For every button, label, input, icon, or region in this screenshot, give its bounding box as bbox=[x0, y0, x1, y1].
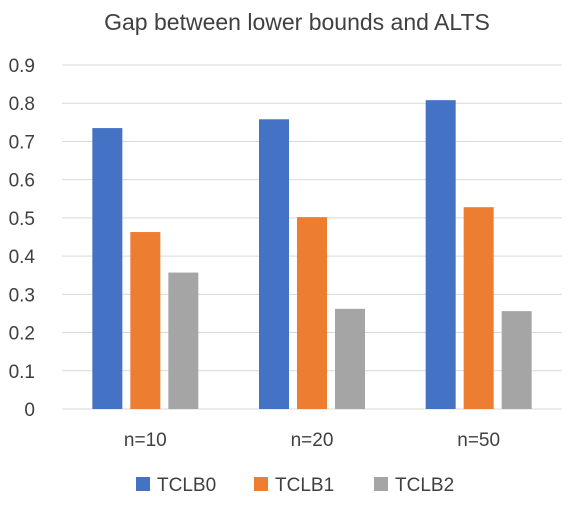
chart-title: Gap between lower bounds and ALTS bbox=[104, 9, 490, 35]
bar-tclb1-n10 bbox=[130, 232, 161, 409]
bar-tclb0-n20 bbox=[259, 119, 289, 409]
x-tick-label: n=10 bbox=[124, 430, 167, 451]
bar-tclb1-n20 bbox=[297, 217, 327, 409]
x-axis-tick-labels: n=10 n=20 n=50 bbox=[124, 430, 500, 451]
legend: TCLB0 TCLB1 TCLB2 bbox=[136, 475, 454, 496]
y-tick-label: 0.1 bbox=[9, 362, 35, 383]
x-tick-label: n=50 bbox=[457, 430, 500, 451]
y-tick-label: 0 bbox=[24, 400, 35, 421]
y-axis-tick-labels: 0 0.1 0.2 0.3 0.4 0.5 0.6 0.7 0.8 0.9 bbox=[9, 56, 36, 421]
bar-tclb2-n20 bbox=[335, 308, 365, 409]
bar-tclb2-n10 bbox=[168, 272, 199, 409]
legend-label-tclb0: TCLB0 bbox=[157, 475, 216, 496]
bar-tclb0-n10 bbox=[92, 128, 123, 410]
bar-tclb0-n50 bbox=[425, 100, 456, 410]
y-tick-label: 0.8 bbox=[9, 94, 35, 115]
y-tick-label: 0.4 bbox=[9, 247, 36, 268]
y-tick-label: 0.9 bbox=[9, 56, 35, 77]
y-tick-label: 0.3 bbox=[9, 285, 35, 306]
legend-label-tclb2: TCLB2 bbox=[395, 475, 454, 496]
x-tick-label: n=20 bbox=[291, 430, 334, 451]
legend-swatch-tclb2 bbox=[374, 477, 388, 491]
bar-tclb2-n50 bbox=[501, 311, 532, 409]
legend-swatch-tclb0 bbox=[136, 477, 150, 491]
y-tick-label: 0.2 bbox=[9, 324, 35, 345]
bars bbox=[92, 100, 532, 410]
y-tick-label: 0.5 bbox=[9, 209, 35, 230]
bar-tclb1-n50 bbox=[463, 207, 494, 409]
y-tick-label: 0.6 bbox=[9, 171, 35, 192]
legend-label-tclb1: TCLB1 bbox=[275, 475, 334, 496]
y-tick-label: 0.7 bbox=[9, 132, 35, 153]
legend-swatch-tclb1 bbox=[254, 477, 268, 491]
